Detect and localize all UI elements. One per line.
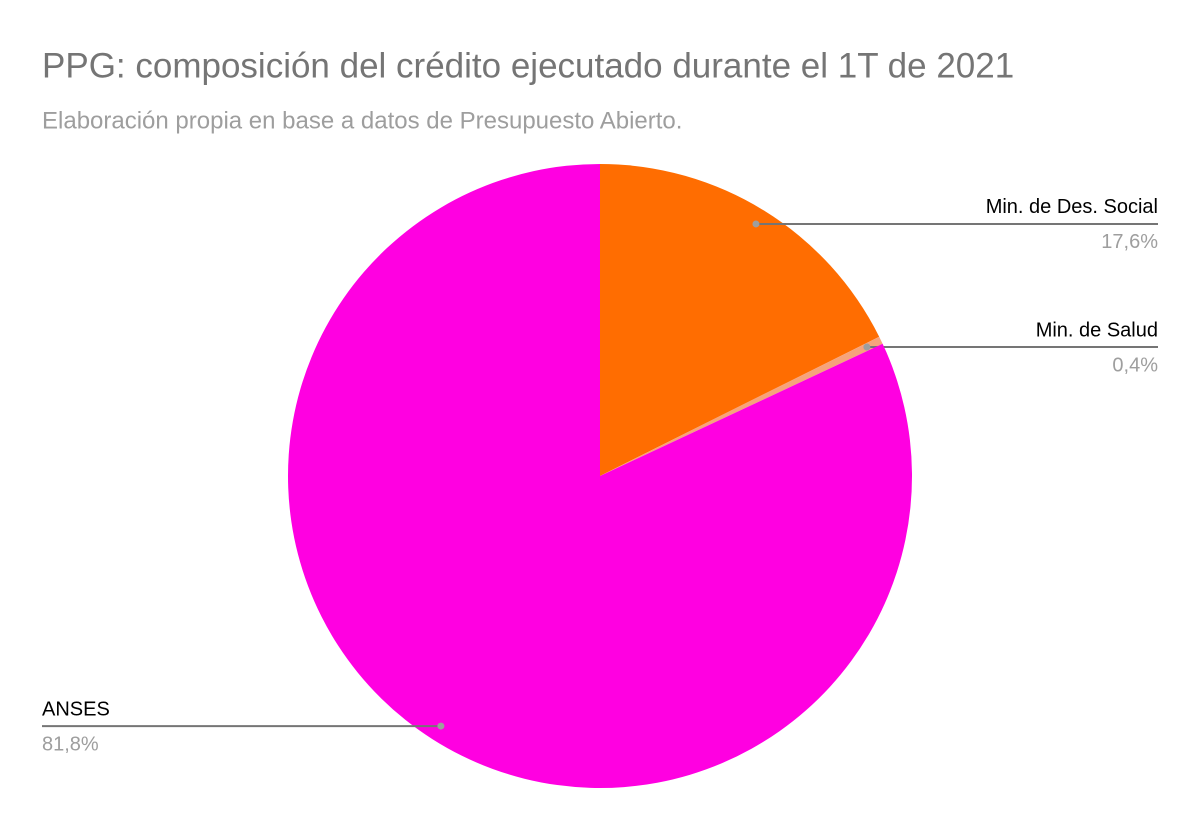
- chart-subtitle: Elaboración propia en base a datos de Pr…: [42, 107, 682, 134]
- value-label: 17,6%: [1101, 231, 1158, 253]
- pie-slice: [287, 164, 912, 788]
- pie-slice: [600, 164, 880, 476]
- value-label: 81,8%: [42, 733, 99, 755]
- slice-label: ANSES: [42, 698, 110, 720]
- value-label: 0,4%: [1112, 354, 1158, 376]
- chart-title: PPG: composición del crédito ejecutado d…: [42, 46, 1014, 85]
- slice-label: Min. de Salud: [1036, 319, 1158, 341]
- pie-slice: [600, 336, 883, 476]
- leader-dot: [437, 722, 445, 730]
- leader-dot: [752, 220, 760, 228]
- leader-dot: [863, 343, 871, 351]
- slice-label: Min. de Des. Social: [986, 196, 1158, 218]
